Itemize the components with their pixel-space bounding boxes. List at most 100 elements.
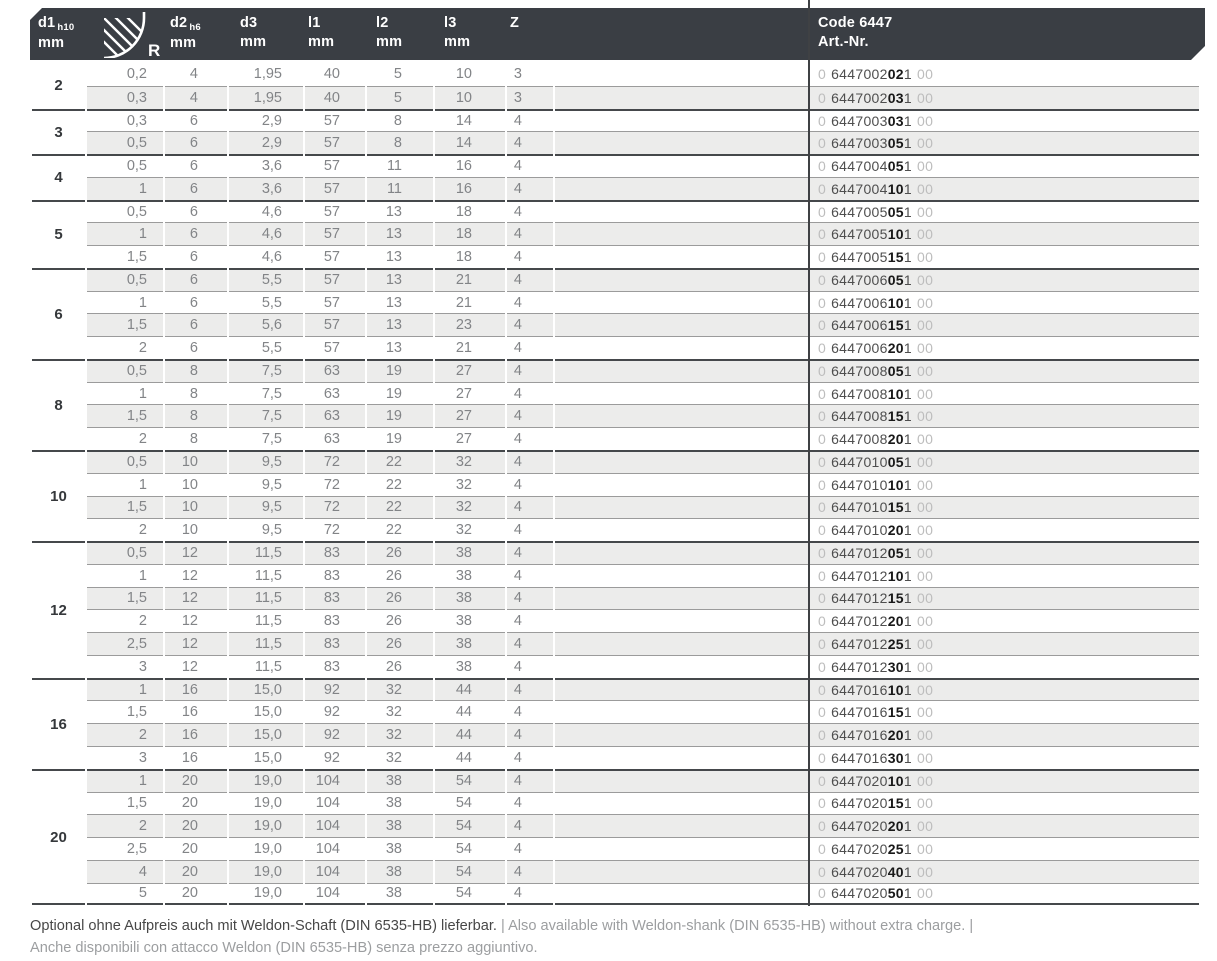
cell-d2: 16 (165, 700, 227, 723)
article-number-part: 00 (916, 203, 934, 220)
cell-fill (555, 677, 808, 701)
article-number-radius-code: 15 (887, 317, 904, 334)
cell-d2: 6 (165, 290, 227, 314)
article-number-part: 1 (903, 363, 912, 380)
cell-l2: 19 (367, 427, 433, 450)
cell-r: 1 (87, 768, 163, 792)
cell-fill (555, 472, 808, 496)
cell-r: 4 (87, 859, 163, 883)
table-row: 0,3 4 1,95 40 5 10 3 0 6447002031 00 (32, 85, 1199, 109)
table-row: 8 0,5 8 7,5 63 19 27 4 0 6447008051 00 (32, 358, 1199, 451)
article-number-part: 0 (818, 89, 827, 106)
column-sub: h6 (189, 21, 201, 33)
cell-z: 4 (507, 381, 553, 405)
article-number-radius-code: 05 (887, 203, 904, 220)
cell-l2: 13 (367, 267, 433, 291)
table-row: 5 20 19,0 104 38 54 4 0 6447020501 00 (32, 882, 1199, 906)
cell-l2: 26 (367, 586, 433, 610)
cell-d2: 20 (165, 859, 227, 883)
article-number-part: 00 (916, 682, 934, 699)
cell-l3: 54 (435, 791, 505, 815)
cell-l1: 92 (305, 677, 365, 701)
article-number-part: 0 (818, 476, 827, 493)
cell-r: 2,5 (87, 632, 163, 655)
article-number-radius-code: 15 (887, 408, 904, 425)
cell-l3: 16 (435, 176, 505, 200)
cell-l2: 32 (367, 677, 433, 701)
cell-z: 4 (507, 518, 553, 541)
article-number-part: 1 (903, 863, 912, 880)
cell-l1: 72 (305, 450, 365, 473)
article-number-part: 6447020 (831, 795, 888, 812)
cell-l3: 38 (435, 541, 505, 564)
article-number-part: 1 (903, 431, 912, 448)
article-number-part: 6447012 (831, 567, 888, 584)
article-number-part: 6447020 (831, 863, 888, 880)
article-number-part: 0 (818, 658, 827, 675)
article-number-radius-code: 20 (887, 818, 904, 835)
article-number-part: 0 (818, 885, 827, 902)
article-number-part: 1 (903, 454, 912, 471)
cell-z: 4 (507, 700, 553, 723)
cell-z: 4 (507, 541, 553, 564)
table-row: 3 12 11,5 83 26 38 4 0 6447012301 00 (32, 654, 1199, 678)
article-number: 0 6447020201 00 (810, 814, 1199, 838)
cell-d2: 12 (165, 541, 227, 564)
cell-r: 1,5 (87, 245, 163, 268)
table-row: 1,5 8 7,5 63 19 27 4 0 6447008151 00 (32, 404, 1199, 428)
d1-group-value: 16 (32, 677, 85, 769)
article-number-part: 1 (903, 180, 912, 197)
article-number-radius-code: 03 (887, 89, 904, 106)
article-number: 0 6447003051 00 (810, 131, 1199, 155)
article-number: 0 6447008201 00 (810, 427, 1199, 450)
cell-l3: 10 (455, 66, 472, 83)
cell-d2: 10 (165, 495, 227, 519)
table-row: 2 12 11,5 83 26 38 4 0 6447012201 00 (32, 609, 1199, 632)
cell-l3: 54 (435, 837, 505, 860)
cell-d2: 4 (165, 85, 227, 109)
article-number-radius-code: 05 (887, 158, 904, 175)
column-header-d2: d2 h6 mm (170, 14, 201, 53)
article-number-part: 0 (818, 408, 827, 425)
d1-group-value: 5 (32, 199, 85, 268)
cell-l3: 44 (435, 700, 505, 723)
article-number-radius-code: 10 (887, 385, 904, 402)
article-number-part: 1 (903, 66, 912, 83)
cell-l3: 54 (435, 814, 505, 838)
cell-l2: 19 (367, 381, 433, 405)
article-number-radius-code: 40 (887, 863, 904, 880)
article-number-part: 6447012 (831, 636, 888, 653)
d1-group-value: 8 (32, 358, 85, 451)
article-number-part: 6447003 (831, 135, 888, 152)
cell-d2: 16 (165, 677, 227, 701)
cell-l3: 44 (435, 745, 505, 769)
cell-l1: 40 (323, 66, 340, 83)
article-number-part: 0 (818, 158, 827, 175)
cell-d2: 10 (165, 450, 227, 473)
article-number: 0 6447016301 00 (810, 745, 1199, 769)
article-number: 0 6447005151 00 (810, 245, 1199, 268)
cell-l2: 26 (367, 609, 433, 632)
article-number-part: 6447010 (831, 454, 888, 471)
cell-l2: 22 (367, 450, 433, 473)
cell-fill (555, 518, 808, 541)
cell-l1: 104 (305, 837, 365, 860)
cell-d2: 6 (165, 267, 227, 291)
cell-l3: 38 (435, 632, 505, 655)
cell-l3: 21 (435, 290, 505, 314)
cell-l3: 54 (435, 859, 505, 883)
cell-l3: 23 (435, 313, 505, 337)
cell-fill (555, 723, 808, 746)
article-number-part: 00 (916, 476, 934, 493)
cell-z: 4 (507, 267, 553, 291)
article-number-part: 0 (818, 203, 827, 220)
cell-d3: 11,5 (229, 632, 303, 655)
article-number-part: 6447005 (831, 203, 888, 220)
cell-d3: 9,5 (229, 450, 303, 473)
article-number-radius-code: 05 (887, 454, 904, 471)
article-number-part: 0 (818, 499, 827, 516)
cell-l2: 38 (367, 859, 433, 883)
table-header-band: d1 h10 mm R (30, 8, 1205, 60)
article-number-part: 1 (903, 704, 912, 721)
article-number-part: 00 (916, 363, 934, 380)
